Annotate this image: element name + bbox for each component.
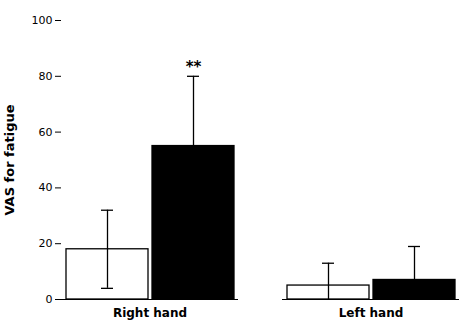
- svg-text:100: 100: [32, 14, 53, 27]
- svg-text:60: 60: [39, 126, 53, 139]
- svg-text:0: 0: [46, 293, 53, 306]
- svg-text:VAS for fatigue: VAS for fatigue: [2, 104, 17, 215]
- svg-text:40: 40: [39, 181, 53, 194]
- svg-text:Left hand: Left hand: [339, 306, 404, 320]
- svg-text:20: 20: [39, 237, 53, 250]
- svg-text:**: **: [186, 58, 202, 76]
- svg-text:Right hand: Right hand: [113, 306, 187, 320]
- svg-text:80: 80: [39, 70, 53, 83]
